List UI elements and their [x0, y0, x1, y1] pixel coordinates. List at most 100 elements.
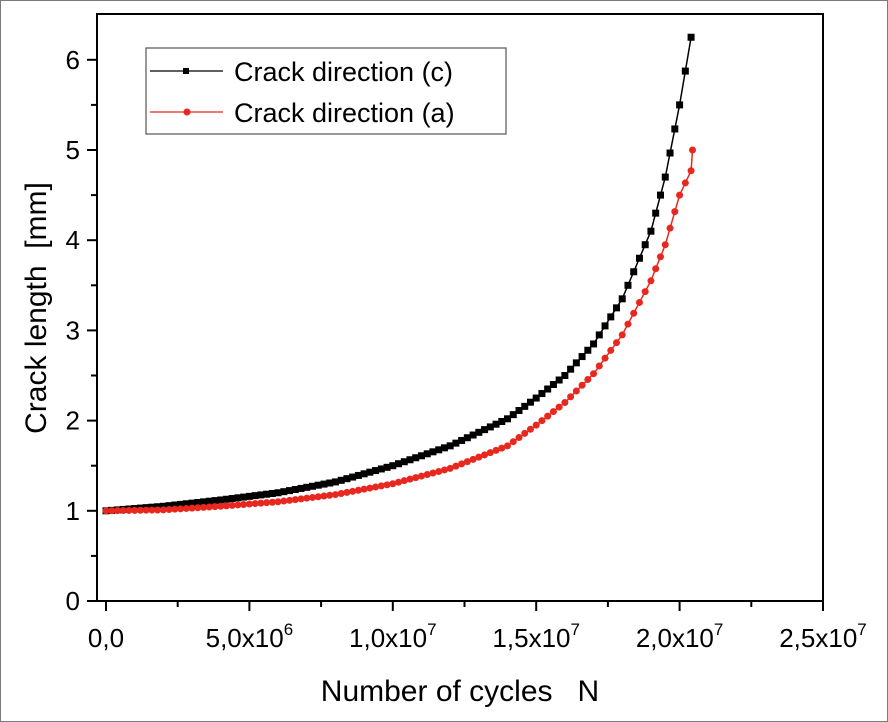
data-point — [607, 313, 615, 321]
data-point — [234, 501, 242, 509]
data-point — [423, 471, 431, 479]
data-point — [366, 484, 374, 492]
data-point — [308, 482, 316, 490]
data-point — [119, 507, 127, 515]
data-point — [635, 298, 643, 306]
data-point — [521, 402, 529, 410]
data-point — [217, 502, 225, 510]
data-point — [320, 480, 328, 488]
data-point — [463, 458, 471, 466]
data-point — [171, 505, 179, 513]
data-point — [360, 485, 368, 493]
data-point — [372, 483, 380, 491]
data-point — [102, 507, 110, 515]
legend-item-crack-direction-a: Crack direction (a) — [150, 98, 455, 128]
data-point — [211, 503, 219, 511]
data-point — [320, 492, 328, 500]
data-point — [561, 372, 569, 379]
data-point — [613, 304, 621, 312]
data-point — [509, 438, 517, 446]
data-point — [572, 387, 580, 395]
data-point — [240, 493, 248, 501]
data-point — [549, 381, 557, 389]
data-point — [613, 339, 621, 347]
data-point — [383, 481, 391, 489]
y-axis: 0 1 2 3 4 5 6 — [66, 45, 97, 616]
data-point — [624, 320, 632, 328]
data-point — [601, 322, 609, 330]
data-point — [417, 472, 425, 480]
data-point — [251, 492, 259, 500]
data-point — [245, 500, 253, 508]
data-point — [647, 227, 655, 235]
data-point — [354, 486, 362, 494]
data-point — [343, 488, 351, 496]
data-point — [377, 482, 385, 490]
data-point — [538, 417, 546, 425]
data-point — [521, 429, 529, 437]
data-point — [194, 499, 202, 507]
data-point — [349, 487, 357, 495]
data-point — [412, 454, 420, 462]
data-point — [532, 421, 540, 429]
data-point — [661, 173, 669, 181]
data-point — [395, 460, 403, 468]
data-point — [165, 506, 173, 514]
data-point — [446, 464, 454, 472]
plot-frame — [96, 13, 824, 602]
circle-marker-icon — [183, 108, 191, 116]
y-tick-label: 2 — [66, 406, 80, 436]
data-point — [549, 408, 557, 416]
data-point — [584, 346, 592, 354]
y-axis-title: Crack length [mm] — [20, 182, 53, 434]
data-point — [509, 411, 517, 419]
data-point — [544, 385, 552, 393]
data-point — [618, 295, 626, 303]
data-point — [630, 268, 638, 276]
x-tick-label: 1,0x107 — [349, 620, 437, 653]
data-point — [400, 458, 408, 466]
data-point — [435, 467, 443, 475]
x-tick-label: 5,0x106 — [206, 620, 294, 653]
data-point — [452, 439, 460, 447]
y-tick-label: 4 — [66, 225, 80, 255]
data-point — [458, 436, 466, 444]
data-point — [671, 208, 679, 216]
data-point — [125, 506, 133, 514]
data-point — [635, 254, 643, 262]
legend-label: Crack direction (c) — [234, 57, 453, 87]
x-axis-title: Number of cycles N — [321, 675, 599, 708]
y-tick-label: 1 — [66, 496, 80, 526]
data-point — [274, 489, 282, 497]
data-point — [349, 473, 357, 481]
data-point — [555, 403, 563, 411]
data-point — [372, 467, 380, 475]
y-tick-label: 0 — [66, 586, 80, 616]
data-point — [567, 365, 575, 373]
series-layer — [102, 33, 697, 515]
data-point — [217, 496, 225, 504]
data-point — [337, 489, 345, 497]
data-point — [222, 502, 230, 510]
y-tick-label: 6 — [66, 45, 80, 75]
data-point — [561, 399, 569, 407]
data-point — [656, 191, 664, 199]
series-crack-direction-a — [102, 146, 697, 515]
data-point — [182, 504, 190, 512]
data-point — [666, 224, 674, 232]
data-point — [257, 491, 265, 499]
data-point — [469, 431, 477, 439]
data-point — [165, 502, 173, 510]
data-point — [331, 491, 339, 499]
data-point — [142, 506, 150, 514]
data-point — [544, 412, 552, 420]
x-tick-label: 2,5x107 — [779, 620, 867, 653]
data-point — [297, 495, 305, 503]
data-point — [681, 179, 689, 187]
data-point — [286, 487, 294, 495]
data-point — [492, 420, 500, 428]
data-point — [652, 209, 660, 217]
data-point — [624, 281, 632, 289]
data-point — [641, 288, 649, 296]
data-point — [526, 425, 534, 433]
